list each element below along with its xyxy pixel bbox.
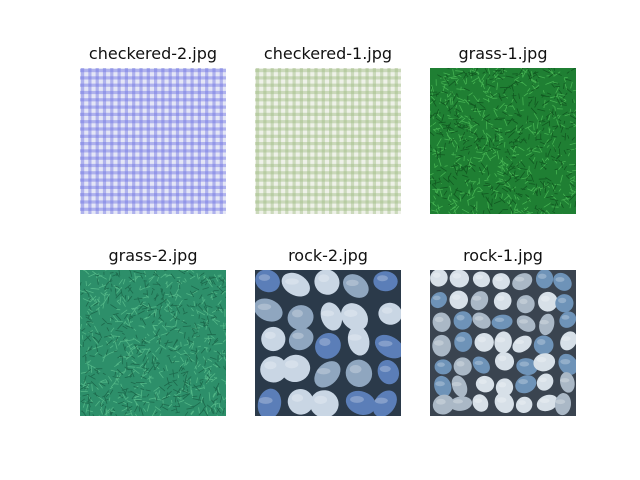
rock-2-image: [255, 270, 401, 416]
image-title: checkered-1.jpg: [263, 44, 393, 63]
checkered-2-image: [80, 68, 226, 214]
image-title: rock-1.jpg: [463, 246, 543, 265]
image-title: rock-2.jpg: [288, 246, 368, 265]
rock-1-image: [430, 270, 576, 416]
image-title: grass-2.jpg: [108, 246, 198, 265]
image-title: grass-1.jpg: [458, 44, 548, 63]
grass-1-image: [430, 68, 576, 214]
checkered-1-image: [255, 68, 401, 214]
grass-2-image: [80, 270, 226, 416]
image-title: checkered-2.jpg: [88, 44, 218, 63]
